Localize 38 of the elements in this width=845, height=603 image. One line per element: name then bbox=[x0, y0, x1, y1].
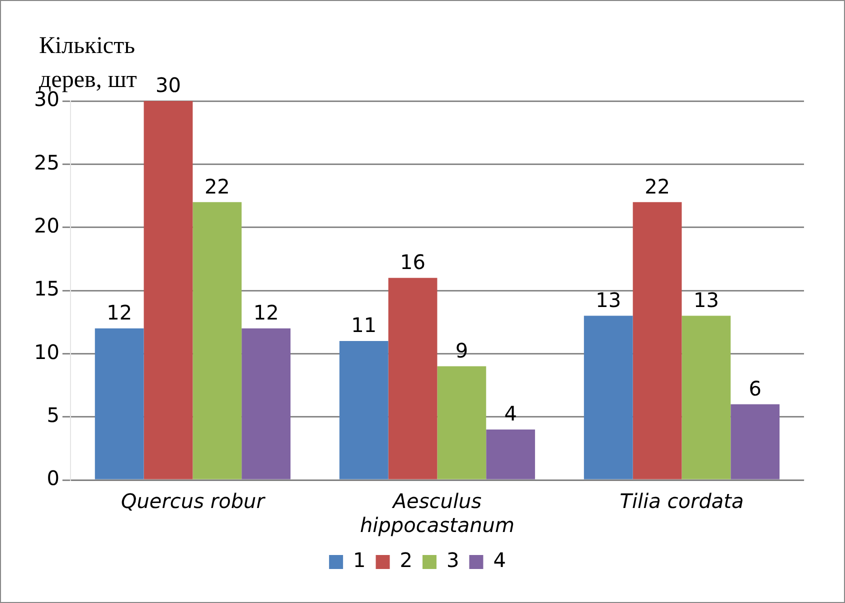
data-label: 13 bbox=[596, 288, 622, 312]
data-label: 6 bbox=[748, 376, 762, 400]
bar bbox=[94, 328, 144, 480]
bar bbox=[682, 316, 731, 480]
bar bbox=[242, 328, 291, 480]
data-label: 30 bbox=[156, 73, 181, 98]
legend-label: 2 bbox=[400, 548, 413, 572]
legend-label: 1 bbox=[353, 548, 366, 572]
y-tick-label: 0 bbox=[46, 466, 60, 490]
data-label: 13 bbox=[693, 288, 719, 312]
legend-label: 4 bbox=[493, 548, 506, 572]
y-tick-label: 25 bbox=[34, 150, 60, 174]
bar bbox=[388, 278, 438, 480]
data-label: 16 bbox=[400, 250, 426, 274]
bar bbox=[730, 404, 780, 480]
bar bbox=[584, 316, 633, 480]
data-label: 11 bbox=[351, 313, 377, 338]
y-axis-title: Кількість дерев, шт bbox=[39, 33, 137, 93]
y-tick-label: 20 bbox=[34, 214, 60, 238]
data-label: 22 bbox=[644, 174, 670, 198]
data-label: 9 bbox=[455, 338, 468, 363]
legend-label: 3 bbox=[446, 548, 460, 572]
data-label: 12 bbox=[253, 300, 279, 325]
data-label: 4 bbox=[504, 402, 517, 426]
bar bbox=[632, 202, 682, 480]
x-tick-label: Aesculus hippocastanum bbox=[360, 489, 514, 538]
y-tick-label: 10 bbox=[34, 340, 60, 364]
bar bbox=[486, 429, 536, 480]
x-tick-label: Quercus robur bbox=[120, 489, 266, 514]
bar bbox=[437, 366, 486, 480]
y-tick-label: 5 bbox=[46, 403, 60, 428]
bar bbox=[339, 341, 388, 480]
y-tick-label: 15 bbox=[34, 276, 60, 301]
bar bbox=[192, 202, 242, 480]
data-label: 12 bbox=[106, 300, 132, 325]
x-tick-label: Tilia cordata bbox=[620, 489, 744, 514]
bar bbox=[144, 101, 193, 480]
data-label: 22 bbox=[204, 174, 230, 198]
